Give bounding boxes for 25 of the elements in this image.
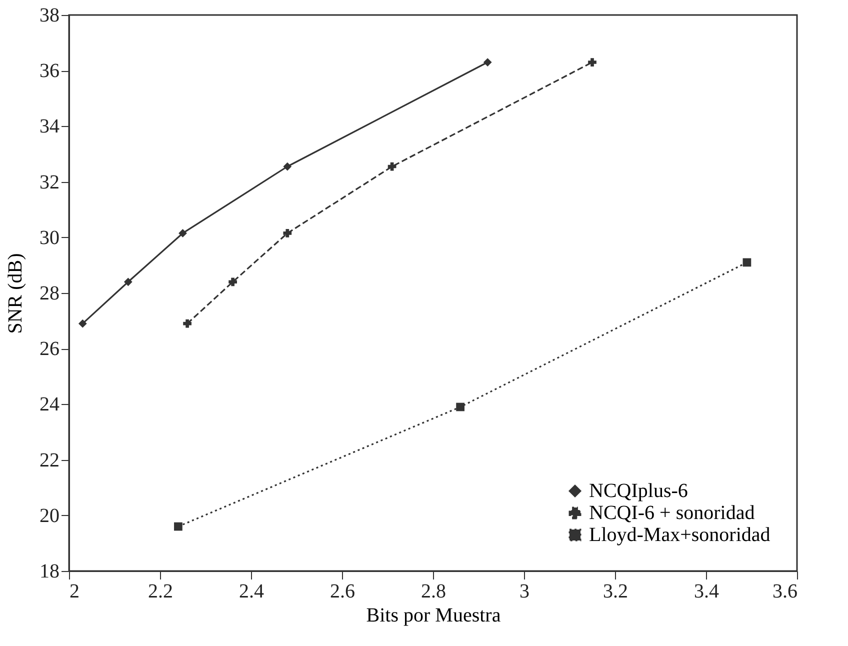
y-tick-label: 22 <box>40 449 60 472</box>
x-axis-title: Bits por Muestra <box>366 604 501 626</box>
y-tick-label: 26 <box>40 338 60 360</box>
x-tick-label: 3.4 <box>694 580 719 602</box>
x-tick-label: 2.6 <box>330 580 355 602</box>
x-tick-label: 2.2 <box>148 580 173 602</box>
y-axis-title: SNR (dB) <box>4 253 26 334</box>
y-tick-label: 20 <box>40 504 60 527</box>
x-tick-label: 3.2 <box>603 580 628 602</box>
y-tick-label: 24 <box>40 394 60 416</box>
x-tick-label: 2.8 <box>421 580 446 602</box>
x-tick-label: 2 <box>70 580 80 602</box>
y-tick-label: 38 <box>40 4 60 26</box>
y-tick-label: 36 <box>40 60 60 82</box>
legend-label: Lloyd-Max+sonoridad <box>589 524 770 546</box>
x-tick-label: 3 <box>520 580 530 602</box>
y-tick-label: 30 <box>40 226 60 249</box>
y-tick-label: 18 <box>40 560 60 582</box>
y-tick-label: 28 <box>40 282 60 304</box>
x-tick-label: 2.4 <box>239 580 264 602</box>
legend-label: NCQI-6 + sonoridad <box>589 502 755 524</box>
x-tick-label: 3.6 <box>772 580 798 602</box>
y-tick-label: 34 <box>40 116 60 138</box>
legend-label: NCQIplus-6 <box>589 480 688 502</box>
y-tick-label: 32 <box>40 171 60 194</box>
